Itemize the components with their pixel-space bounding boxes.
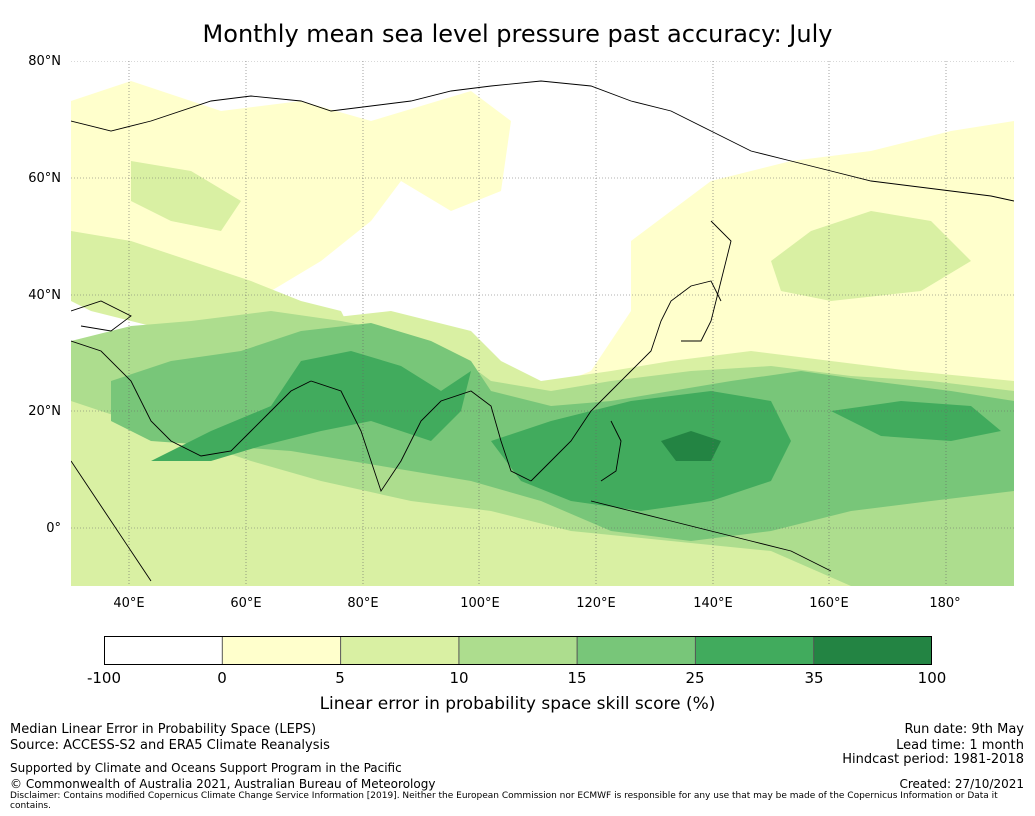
colorbar xyxy=(104,636,932,665)
lat-label-0: 0° xyxy=(46,521,61,536)
colorbar-tick: 5 xyxy=(335,669,345,687)
footer-disclaimer: Disclaimer: Contains modified Copernicus… xyxy=(10,791,998,811)
colorbar-tick: 10 xyxy=(449,669,469,687)
lon-label-180: 180° xyxy=(929,596,961,611)
colorbar-swatch-4 xyxy=(577,636,696,665)
skill-shading-25-35 xyxy=(151,351,1001,511)
coastlines xyxy=(71,80,1014,582)
footer-lead-time: Lead time: 1 month xyxy=(896,738,1024,753)
lon-label-160e: 160°E xyxy=(809,596,849,611)
graticule xyxy=(71,61,1014,586)
footer-created: Created: 27/10/2021 xyxy=(899,777,1024,791)
lat-label-80n: 80°N xyxy=(28,54,61,69)
lon-label-40e: 40°E xyxy=(113,596,145,611)
colorbar-tick: 0 xyxy=(217,669,227,687)
lat-label-40n: 40°N xyxy=(28,288,61,303)
colorbar-tick: -100 xyxy=(86,669,122,687)
colorbar-swatch-5 xyxy=(695,636,814,665)
lon-label-120e: 120°E xyxy=(576,596,616,611)
colorbar-swatch-6 xyxy=(813,636,932,665)
lon-label-80e: 80°E xyxy=(347,596,379,611)
colorbar-tick: 15 xyxy=(567,669,587,687)
footer-method: Median Linear Error in Probability Space… xyxy=(10,722,317,737)
lon-label-100e: 100°E xyxy=(460,596,500,611)
skill-score-map xyxy=(71,61,1014,586)
colorbar-tick: 100 xyxy=(917,669,947,687)
colorbar-swatch-1 xyxy=(222,636,341,665)
colorbar-swatch-2 xyxy=(340,636,459,665)
footer-source: Source: ACCESS-S2 and ERA5 Climate Reana… xyxy=(10,738,330,753)
colorbar-tick: 35 xyxy=(804,669,824,687)
skill-shading-35-100 xyxy=(661,431,721,461)
lon-label-140e: 140°E xyxy=(693,596,733,611)
lat-label-20n: 20°N xyxy=(28,404,61,419)
colorbar-tick: 25 xyxy=(685,669,705,687)
lat-label-60n: 60°N xyxy=(28,171,61,186)
footer-run-date: Run date: 9th May xyxy=(904,722,1024,737)
colorbar-swatch-3 xyxy=(458,636,578,665)
lon-label-60e: 60°E xyxy=(230,596,262,611)
footer-support: Supported by Climate and Oceans Support … xyxy=(10,761,402,775)
footer-copyright: © Commonwealth of Australia 2021, Austra… xyxy=(10,777,436,791)
colorbar-label: Linear error in probability space skill … xyxy=(319,694,716,714)
footer-hindcast: Hindcast period: 1981-2018 xyxy=(842,752,1024,767)
colorbar-swatch-0 xyxy=(104,636,223,665)
map-title: Monthly mean sea level pressure past acc… xyxy=(202,20,833,48)
